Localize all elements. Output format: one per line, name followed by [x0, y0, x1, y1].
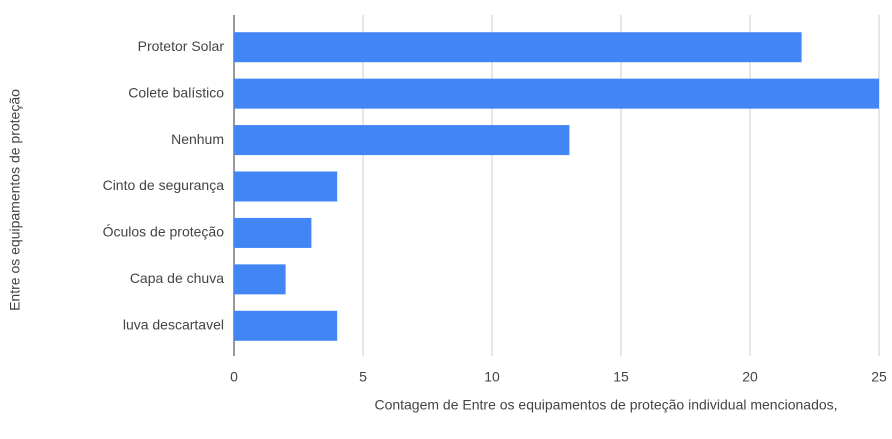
y-tick-label: Óculos de proteção — [103, 224, 225, 240]
y-tick-label: Capa de chuva — [130, 270, 224, 286]
y-tick-label: luva descartavel — [123, 316, 224, 332]
bar — [234, 310, 338, 341]
x-tick-label: 0 — [230, 369, 238, 385]
x-axis-label: Contagem de Entre os equipamentos de pro… — [374, 397, 837, 413]
bar — [234, 217, 312, 248]
y-axis-label: Entre os equipamentos de proteção — [7, 89, 23, 311]
y-tick-label: Nenhum — [171, 131, 224, 147]
x-tick-label: 20 — [742, 369, 758, 385]
bar — [234, 171, 338, 202]
y-tick-label: Cinto de segurança — [103, 177, 225, 193]
x-tick-label: 25 — [871, 369, 887, 385]
x-tick-label: 5 — [359, 369, 367, 385]
bar — [234, 125, 570, 156]
bar — [234, 78, 879, 109]
bar — [234, 264, 286, 295]
x-tick-label: 10 — [484, 369, 500, 385]
x-tick-label: 15 — [613, 369, 629, 385]
bar — [234, 32, 802, 63]
y-tick-label: Colete balístico — [128, 84, 224, 100]
y-tick-label: Protetor Solar — [138, 38, 225, 54]
